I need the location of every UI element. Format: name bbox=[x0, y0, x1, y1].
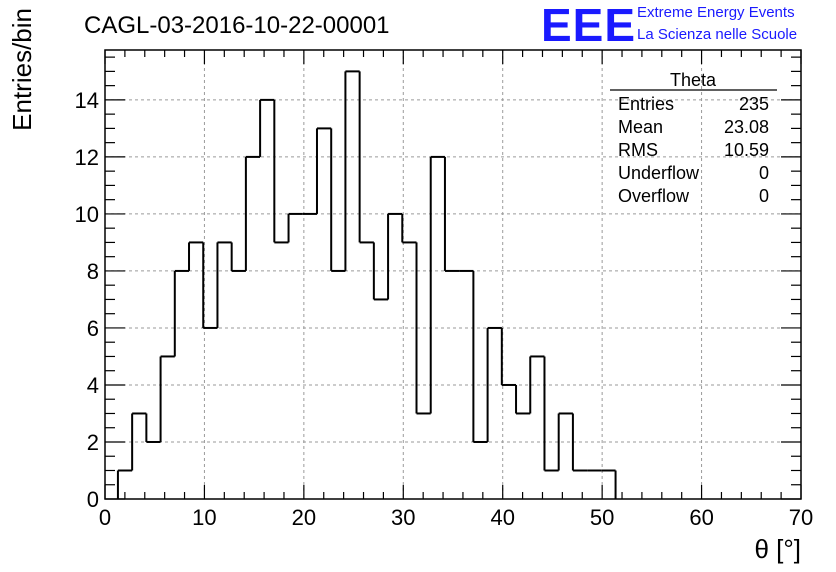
stats-row-label: Entries bbox=[618, 94, 674, 114]
y-tick-label: 6 bbox=[87, 316, 99, 341]
y-tick-label: 4 bbox=[87, 373, 99, 398]
stats-box-name: Theta bbox=[670, 70, 717, 90]
y-tick-labels: 0 2 4 6 8 10 12 14 bbox=[75, 88, 99, 512]
stats-box-rows: Entries 235 Mean 23.08 RMS 10.59 Underflow 0 Ove… bbox=[618, 94, 769, 206]
stats-row-label: Overflow bbox=[618, 186, 690, 206]
y-tick-label: 12 bbox=[75, 145, 99, 170]
x-tick-label: 60 bbox=[689, 505, 713, 530]
x-axis-title: θ [°] bbox=[754, 534, 801, 564]
plot-frame-rect bbox=[104, 49, 802, 500]
y-axis-title: Entries/bin bbox=[7, 8, 37, 131]
y-tick-label: 0 bbox=[87, 487, 99, 512]
axis-ticks bbox=[104, 50, 802, 500]
histogram-bars bbox=[116, 70, 617, 499]
stats-row-value: 0 bbox=[759, 163, 769, 183]
x-tick-label: 10 bbox=[192, 505, 216, 530]
chart-title: CAGL-03-2016-10-22-00001 bbox=[84, 12, 390, 39]
y-tick-label: 10 bbox=[75, 202, 99, 227]
logo-mark: EEE bbox=[541, 0, 636, 51]
logo-line-1: Extreme Energy Events bbox=[637, 4, 795, 21]
y-tick-label: 8 bbox=[87, 259, 99, 284]
y-tick-label: 14 bbox=[75, 88, 99, 113]
grid-lines bbox=[105, 50, 801, 499]
stats-row-label: Mean bbox=[618, 117, 663, 137]
plot-frame bbox=[104, 49, 802, 500]
logo-line-2: La Scienza nelle Scuole bbox=[637, 26, 797, 43]
x-tick-label: 70 bbox=[789, 505, 813, 530]
stats-row-value: 23.08 bbox=[724, 117, 769, 137]
stats-row-label: RMS bbox=[618, 140, 658, 160]
x-tick-label: 40 bbox=[490, 505, 514, 530]
x-tick-label: 50 bbox=[590, 505, 614, 530]
x-tick-label: 30 bbox=[391, 505, 415, 530]
x-tick-label: 20 bbox=[292, 505, 316, 530]
stats-box: Theta Entries 235 Mean 23.08 RMS 10.59 Underfl… bbox=[610, 70, 777, 206]
y-tick-label: 2 bbox=[87, 430, 99, 455]
eee-logo: EEE Extreme Energy Events La Scienza nel… bbox=[541, 0, 797, 51]
x-tick-labels: 0 10 20 30 40 50 60 70 bbox=[99, 505, 813, 530]
stats-row-value: 0 bbox=[759, 186, 769, 206]
stats-row-value: 10.59 bbox=[724, 140, 769, 160]
stats-row-label: Underflow bbox=[618, 163, 700, 183]
x-tick-label: 0 bbox=[99, 505, 111, 530]
stats-row-value: 235 bbox=[739, 94, 769, 114]
